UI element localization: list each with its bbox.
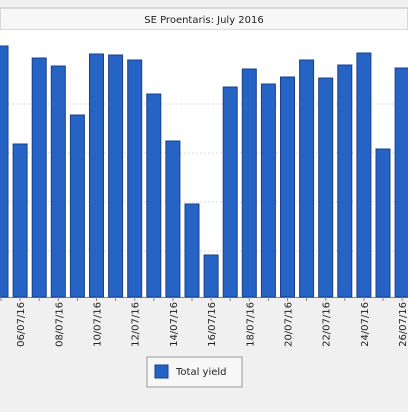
chart-title: SE Proentaris: July 2016 xyxy=(144,15,264,26)
bar xyxy=(184,203,200,298)
bar xyxy=(31,57,47,298)
bar xyxy=(375,148,391,298)
bar xyxy=(50,65,66,298)
bar xyxy=(12,143,28,298)
x-tick-label: 22/07/16 xyxy=(322,302,333,347)
x-tick-label: 06/07/16 xyxy=(16,302,27,347)
x-tick-label: 14/07/16 xyxy=(169,302,180,347)
bar xyxy=(280,76,295,298)
bar xyxy=(299,59,315,298)
x-tick-label: 18/07/16 xyxy=(245,302,256,347)
x-tick-label: 12/07/16 xyxy=(131,302,142,347)
x-labels: 06/07/16 08/07/16 10/07/16 12/07/16 14/07/16… xyxy=(0,297,408,347)
bar xyxy=(146,93,162,298)
bar xyxy=(356,52,372,298)
bar xyxy=(337,64,353,298)
x-tick-label: 10/07/16 xyxy=(93,302,104,347)
bar xyxy=(89,53,104,298)
x-tick-label: 20/07/16 xyxy=(284,302,295,347)
bar xyxy=(127,59,143,298)
bar xyxy=(241,68,257,298)
bar xyxy=(318,77,334,298)
x-tick-label: 26/07/16 xyxy=(398,302,408,347)
bar xyxy=(222,86,238,298)
bars xyxy=(0,45,408,298)
bar xyxy=(394,67,408,298)
bar xyxy=(0,45,9,298)
bar xyxy=(203,254,219,298)
x-tick-label: 08/07/16 xyxy=(54,302,65,347)
bar xyxy=(260,83,276,298)
bar xyxy=(69,114,85,298)
bar xyxy=(165,140,181,298)
x-tick-label: 16/07/16 xyxy=(207,302,218,347)
legend-label: Total yield xyxy=(175,367,227,378)
x-tick-label: 24/07/16 xyxy=(360,302,371,347)
bar xyxy=(108,54,124,298)
legend-swatch xyxy=(154,364,169,379)
